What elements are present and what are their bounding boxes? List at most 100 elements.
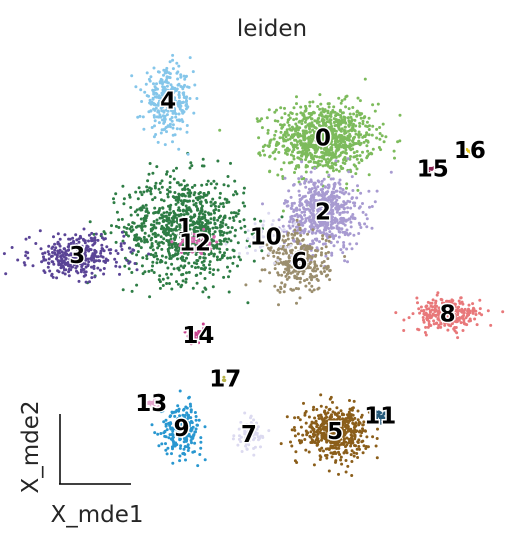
data-point xyxy=(173,427,177,431)
data-point xyxy=(198,196,202,200)
data-point xyxy=(170,116,174,119)
data-point xyxy=(175,217,179,221)
data-point xyxy=(142,235,146,239)
data-point xyxy=(453,302,457,306)
data-point xyxy=(172,215,176,218)
data-point xyxy=(26,251,30,255)
data-point xyxy=(438,318,441,322)
data-point xyxy=(277,251,281,255)
data-point xyxy=(334,425,338,429)
data-point xyxy=(243,224,247,228)
data-point xyxy=(152,211,156,215)
data-point xyxy=(282,139,286,143)
data-point xyxy=(161,277,165,281)
data-point xyxy=(189,191,193,195)
data-point xyxy=(160,179,164,183)
data-point xyxy=(355,429,359,433)
data-point xyxy=(195,237,199,241)
data-point xyxy=(281,175,285,178)
data-point xyxy=(326,109,330,113)
data-point xyxy=(259,445,262,449)
data-point xyxy=(474,313,478,316)
data-point xyxy=(162,219,166,222)
data-point xyxy=(357,420,361,424)
data-point xyxy=(330,251,334,255)
data-point xyxy=(168,125,172,129)
data-point xyxy=(346,157,350,161)
data-point xyxy=(312,198,316,201)
data-point xyxy=(194,253,198,256)
data-point xyxy=(363,77,367,81)
data-point xyxy=(341,428,345,432)
data-point xyxy=(276,288,280,292)
data-point xyxy=(178,229,182,233)
data-point xyxy=(290,261,293,265)
data-point xyxy=(181,258,184,262)
data-point xyxy=(448,308,451,312)
data-point xyxy=(286,266,290,270)
data-point xyxy=(168,96,172,100)
data-point xyxy=(301,144,305,148)
data-point xyxy=(340,99,344,103)
data-point xyxy=(287,275,291,279)
data-point xyxy=(332,185,336,189)
data-point xyxy=(320,113,324,117)
data-point xyxy=(354,172,358,176)
data-point xyxy=(226,265,229,269)
data-point xyxy=(148,162,152,165)
data-point xyxy=(68,237,72,241)
data-point xyxy=(306,265,310,269)
data-point xyxy=(129,250,133,254)
data-point xyxy=(76,258,80,262)
data-point xyxy=(208,260,212,264)
data-point xyxy=(353,422,357,426)
data-point xyxy=(237,251,241,255)
data-point xyxy=(153,196,157,200)
data-point xyxy=(303,413,307,417)
data-point xyxy=(182,219,186,223)
data-point xyxy=(178,244,182,248)
data-point xyxy=(195,262,199,266)
data-point xyxy=(330,253,334,257)
data-point xyxy=(160,254,164,258)
data-point xyxy=(341,188,345,192)
data-point xyxy=(375,437,379,440)
data-point xyxy=(315,161,319,165)
data-point xyxy=(305,144,309,148)
data-point xyxy=(331,446,335,450)
data-point xyxy=(163,434,167,438)
data-point xyxy=(63,261,67,265)
data-point xyxy=(283,248,287,252)
data-point xyxy=(350,449,354,453)
data-point xyxy=(315,229,319,233)
cluster-label-0: 0 xyxy=(315,125,331,151)
data-point xyxy=(186,443,190,447)
data-point xyxy=(158,280,162,284)
data-point xyxy=(280,116,284,120)
cluster-9-points xyxy=(150,389,207,468)
data-point xyxy=(363,222,367,226)
data-point xyxy=(331,191,335,195)
cluster-label-12: 12 xyxy=(179,231,211,257)
data-point xyxy=(378,137,382,141)
data-point xyxy=(344,417,348,421)
data-point xyxy=(302,195,306,199)
data-point xyxy=(168,60,172,64)
data-point xyxy=(177,82,181,86)
data-point xyxy=(346,260,349,264)
data-point xyxy=(352,451,356,455)
data-point xyxy=(299,219,302,223)
data-point xyxy=(200,204,204,208)
data-point xyxy=(61,264,65,268)
data-point xyxy=(178,105,182,109)
data-point xyxy=(58,244,62,248)
data-point xyxy=(295,218,299,222)
data-point xyxy=(489,323,493,327)
data-point xyxy=(312,195,316,199)
data-point xyxy=(321,222,325,226)
data-point xyxy=(176,404,180,408)
data-point xyxy=(142,216,146,220)
data-point xyxy=(322,118,326,122)
data-point xyxy=(212,246,216,250)
data-point xyxy=(136,236,140,240)
